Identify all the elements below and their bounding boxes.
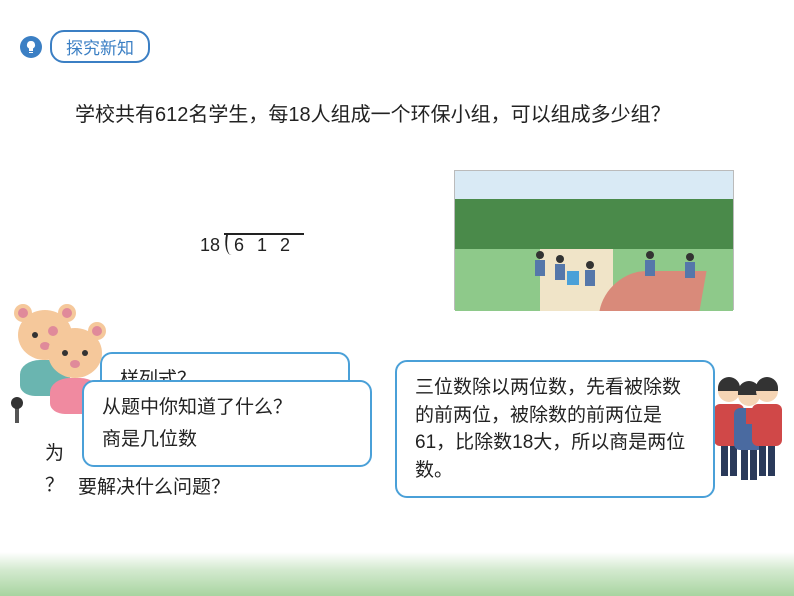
bubble-line1: 从题中你知道了什么？ <box>102 394 352 422</box>
speech-bubble-answer: 三位数除以两位数，先看被除数的前两位，被除数的前两位是61，比除数18大，所以商… <box>395 360 715 498</box>
trees <box>455 199 733 249</box>
stray-text-wei: 为 <box>45 438 64 465</box>
sky <box>455 171 733 199</box>
lightbulb-icon <box>20 36 42 58</box>
header: 探究新知 <box>20 30 150 63</box>
person-icon <box>645 251 655 277</box>
answer-text: 三位数除以两位数，先看被除数的前两位，被除数的前两位是61，比除数18大，所以商… <box>415 377 685 481</box>
person-icon <box>685 253 695 279</box>
footer-gradient <box>0 552 794 596</box>
person-icon <box>585 261 595 287</box>
header-badge: 探究新知 <box>50 30 150 63</box>
division-bracket: 6 1 2 <box>224 235 294 256</box>
trash-bag-icon <box>567 271 579 285</box>
person-icon <box>535 251 545 277</box>
problem-text: 学校共有612名学生，每18人组成一个环保小组，可以组成多少组？ <box>75 100 715 130</box>
grass-left <box>455 249 540 311</box>
long-division: 18 6 1 2 <box>200 235 294 256</box>
students-illustration <box>712 380 784 500</box>
microphone-icon <box>15 405 19 423</box>
divisor: 18 <box>200 235 220 256</box>
stray-text-q: ？ <box>45 470 64 497</box>
bubble-line2: 商是几位数 <box>102 426 352 454</box>
person-icon <box>555 255 565 281</box>
stray-text-bottom: 要解决什么问题？ <box>78 472 318 499</box>
park-illustration <box>454 170 734 310</box>
speech-bubble-question: 从题中你知道了什么？ 商是几位数 <box>82 380 372 467</box>
student-icon <box>750 380 784 476</box>
dividend: 6 1 2 <box>234 235 294 255</box>
